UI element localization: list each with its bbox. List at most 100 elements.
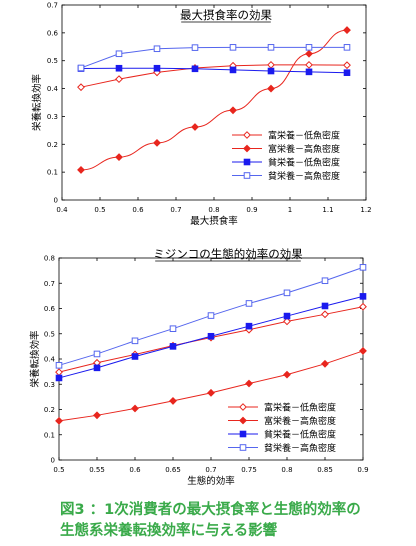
data-point	[115, 75, 123, 84]
data-point	[343, 61, 351, 70]
series-line	[80, 67, 348, 74]
chart-title: 最大摂食率の効果	[180, 8, 272, 22]
data-point	[267, 84, 275, 93]
data-point	[191, 123, 199, 131]
data-point	[93, 411, 101, 420]
data-point	[305, 49, 313, 58]
data-point	[207, 332, 215, 340]
legend-label: 富栄養－低魚密度	[268, 130, 340, 142]
x-tick-label: 0.7	[205, 466, 216, 474]
data-point	[229, 106, 237, 115]
data-point	[55, 362, 63, 369]
data-point	[131, 404, 139, 413]
data-point	[283, 317, 291, 326]
data-point	[191, 65, 199, 73]
legend-marker	[239, 430, 247, 438]
series-line	[80, 64, 348, 88]
x-tick-label: 0.9	[357, 466, 368, 474]
data-point	[115, 64, 123, 72]
data-point	[267, 44, 275, 51]
caption-line-2: 生態系栄養転換効率に与える影響	[60, 523, 278, 539]
data-point	[321, 359, 329, 368]
data-point	[169, 397, 177, 405]
series-line	[80, 46, 347, 69]
data-point	[267, 60, 275, 69]
chart-title: ミジンコの生態的効率の効果	[153, 247, 303, 261]
legend-marker	[239, 444, 247, 451]
series-3	[55, 293, 367, 382]
x-axis-label: 最大摂食率	[190, 215, 238, 227]
x-tick-label: 1.2	[360, 206, 371, 214]
x-tick-label: 0.6	[129, 466, 141, 474]
y-tick-label: 0.5	[44, 330, 55, 338]
data-point	[131, 353, 139, 360]
y-axis-label: 栄養転換効率	[29, 330, 41, 388]
data-point	[245, 322, 253, 330]
figure-canvas: 最大摂食率の効果 0.4 0.5 0.6 0.7 0.8 0.9 1 1.1 1.2 0 0.1 0.2…	[29, 2, 372, 488]
y-tick-label: 0.6	[44, 305, 56, 313]
legend-marker	[243, 144, 251, 153]
y-tick-label: 0.6	[47, 29, 59, 37]
x-tick-label: 0.4	[56, 206, 68, 214]
data-point	[321, 277, 329, 285]
data-point	[283, 312, 291, 320]
y-tick-label: 0.7	[44, 280, 55, 288]
legend-marker	[243, 131, 251, 139]
x-tick-label: 0.85	[317, 466, 333, 474]
legend-label: 貧栄養－低魚密度	[264, 429, 336, 441]
chart-1: 最大摂食率の効果 0.4 0.5 0.6 0.7 0.8 0.9 1 1.1 1.2 0 0.1 0.2…	[31, 2, 372, 228]
data-point	[343, 26, 351, 34]
legend-label: 富栄養－低魚密度	[264, 402, 336, 414]
y-tick-label: 0.4	[47, 85, 59, 93]
data-point	[115, 50, 123, 58]
data-point	[153, 64, 161, 72]
data-point	[343, 69, 351, 76]
legend-label: 富栄養－高魚密度	[264, 415, 336, 427]
data-point	[207, 312, 215, 319]
data-point	[207, 388, 215, 397]
figure-caption: 図3 ：1次消費者の最大摂食率と生態的効率の 生態系栄養転換効率に与える影響	[60, 500, 410, 542]
x-tick-label: 1.1	[322, 206, 333, 214]
legend-label: 富栄養－高魚密度	[268, 143, 340, 155]
data-point	[245, 300, 253, 307]
data-point	[55, 416, 63, 425]
y-tick-label: 0.3	[47, 113, 58, 121]
data-point	[305, 44, 313, 51]
x-axis-label: 生態的効率	[187, 475, 235, 487]
data-point	[283, 289, 291, 297]
data-point	[321, 310, 329, 319]
series-1	[77, 60, 351, 92]
x-tick-label: 0.8	[208, 206, 219, 214]
x-tick-label: 0.5	[53, 466, 64, 474]
y-axis-label: 栄養転換効率	[31, 74, 43, 132]
data-point	[229, 66, 237, 74]
legend-marker	[243, 158, 251, 166]
data-point	[267, 67, 275, 75]
y-tick-label: 0	[51, 457, 55, 465]
data-point	[77, 166, 85, 174]
x-tick-label: 0.8	[281, 466, 292, 474]
series-2	[55, 347, 367, 425]
data-point	[305, 68, 313, 76]
data-point	[55, 374, 63, 382]
data-point	[359, 264, 367, 271]
data-point	[359, 302, 367, 311]
legend-marker	[243, 172, 251, 179]
data-point	[153, 138, 161, 147]
data-point	[283, 370, 291, 379]
data-point	[191, 44, 199, 51]
y-tick-label: 0.1	[47, 169, 58, 177]
series-line	[80, 29, 348, 171]
y-tick-label: 0.7	[47, 2, 58, 10]
data-point	[77, 83, 85, 92]
legend-marker	[239, 403, 247, 411]
data-point	[115, 153, 123, 162]
data-point	[93, 364, 101, 372]
data-point	[77, 64, 85, 72]
y-tick-label: 0.3	[44, 381, 55, 389]
x-tick-label: 1	[288, 206, 292, 214]
caption-line-1: 図3 ：1次消費者の最大摂食率と生態的効率の	[60, 502, 361, 518]
series-4	[55, 264, 367, 369]
data-point	[93, 350, 101, 358]
data-point	[343, 44, 351, 51]
